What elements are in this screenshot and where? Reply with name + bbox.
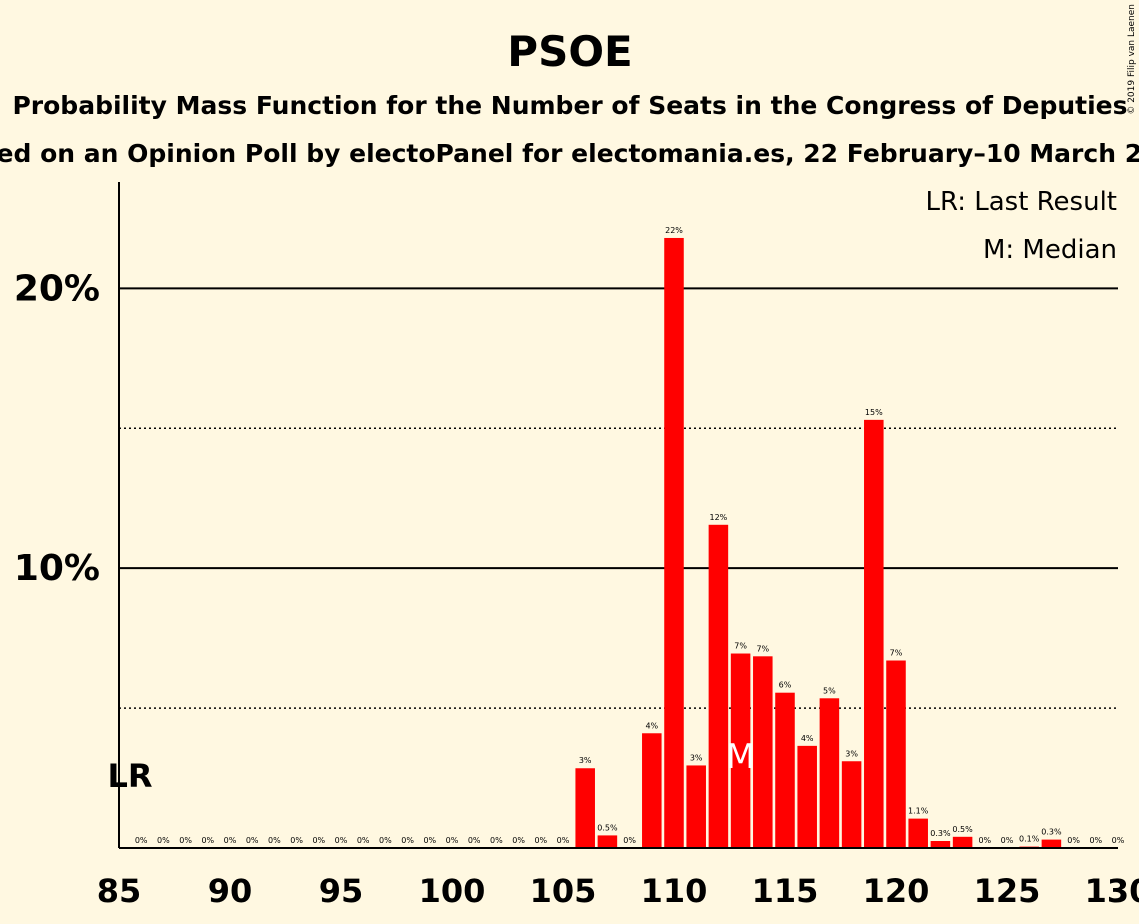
bar [886,660,906,848]
bars: 0% 0% 0% 0% 0% 0% 0% 0% 0% 0% 0% 0% 0% 0% 0% 0% 0% 0% 0% 0%… [135,226,1125,849]
bar-label: 0% [246,836,259,845]
bar-label: 0% [490,836,503,845]
chart-subtitle-1: Probability Mass Function for the Number… [12,91,1127,120]
bar-label: 0% [468,836,481,845]
chart-title: PSOE [507,27,632,76]
gridlines [119,287,1118,709]
bar-label: 4% [801,734,814,743]
bar [930,841,951,848]
bar-label: 0.1% [1019,835,1040,844]
legend-last-result: LR: Last Result [925,187,1117,217]
bar [642,733,662,848]
x-tick-label: 125 [974,872,1041,910]
bar [864,419,884,848]
bar [775,692,795,848]
bar-label: 4% [645,721,658,730]
x-tick-label: 100 [419,872,486,910]
bar-label: 0% [224,836,237,845]
bar-label: 7% [890,649,903,658]
x-tick-label: 110 [641,872,708,910]
bar-label: 0% [978,836,991,845]
x-tick-label: 85 [97,872,142,910]
bar-label: 0.3% [1041,828,1062,837]
last-result-marker: LR [107,757,152,795]
median-marker: M [726,737,755,777]
bar-label: 0% [1067,836,1080,845]
bar-label: 0% [157,836,170,845]
axes: LR 10% 20% 85 90 95 100 105 110 115 120 125 130 [14,182,1139,910]
x-tick-label: 120 [863,872,930,910]
bar-label: 0% [1089,836,1102,845]
legend-median: M: Median [983,235,1117,265]
bar-label: 0% [423,836,436,845]
bar [1041,839,1062,848]
x-tick-label: 95 [319,872,364,910]
chart-subtitle-2: Based on an Opinion Poll by electoPanel … [0,139,1139,168]
y-tick-label: 20% [14,268,100,309]
bar-label: 3% [690,753,703,762]
x-tick-label: 105 [530,872,597,910]
bar [908,818,928,848]
x-tick-label: 90 [208,872,253,910]
bar-label: 0% [623,836,636,845]
bar [841,761,862,848]
bar-label: 0.5% [952,825,973,834]
bar-label: 0% [534,836,547,845]
bar [730,653,751,848]
bar [819,698,840,848]
bar-label: 0.5% [597,823,618,832]
bar-label: 0% [401,836,414,845]
x-tick-label: 115 [752,872,819,910]
x-tick-label: 130 [1085,872,1139,910]
bar-label: 0% [1112,836,1125,845]
bar-label: 12% [710,513,728,522]
bar-label: 0% [312,836,325,845]
copyright-notice: © 2019 Filip van Laenen [1127,4,1137,115]
bar-label: 0% [379,836,392,845]
bar [797,745,817,848]
bar-label: 5% [823,686,836,695]
bar [753,656,773,848]
bar-label: 7% [756,644,769,653]
bar [597,835,618,848]
bar-label: 7% [734,642,747,651]
bar [575,768,595,848]
bar [686,765,706,848]
bar-label: 6% [779,681,792,690]
bar-label: 15% [865,408,883,417]
bar-label: 0% [446,836,459,845]
bar-label: 3% [579,756,592,765]
bar-label: 0% [335,836,348,845]
bar [708,524,729,848]
y-tick-label: 10% [14,548,100,589]
bar-label: 0.3% [930,829,951,838]
bar-label: 0% [179,836,192,845]
bar [952,836,973,848]
bar-label: 0% [268,836,281,845]
bar-label: 0% [135,836,148,845]
bar-label: 3% [845,749,858,758]
bar-label: 1.1% [908,807,929,816]
bar-label: 0% [357,836,370,845]
bar-label: 0% [201,836,214,845]
bar-label: 0% [557,836,570,845]
bar-label: 22% [665,226,683,235]
bar-label: 0% [512,836,525,845]
bar-label: 0% [1001,836,1014,845]
bar [664,237,684,849]
bar-label: 0% [290,836,303,845]
